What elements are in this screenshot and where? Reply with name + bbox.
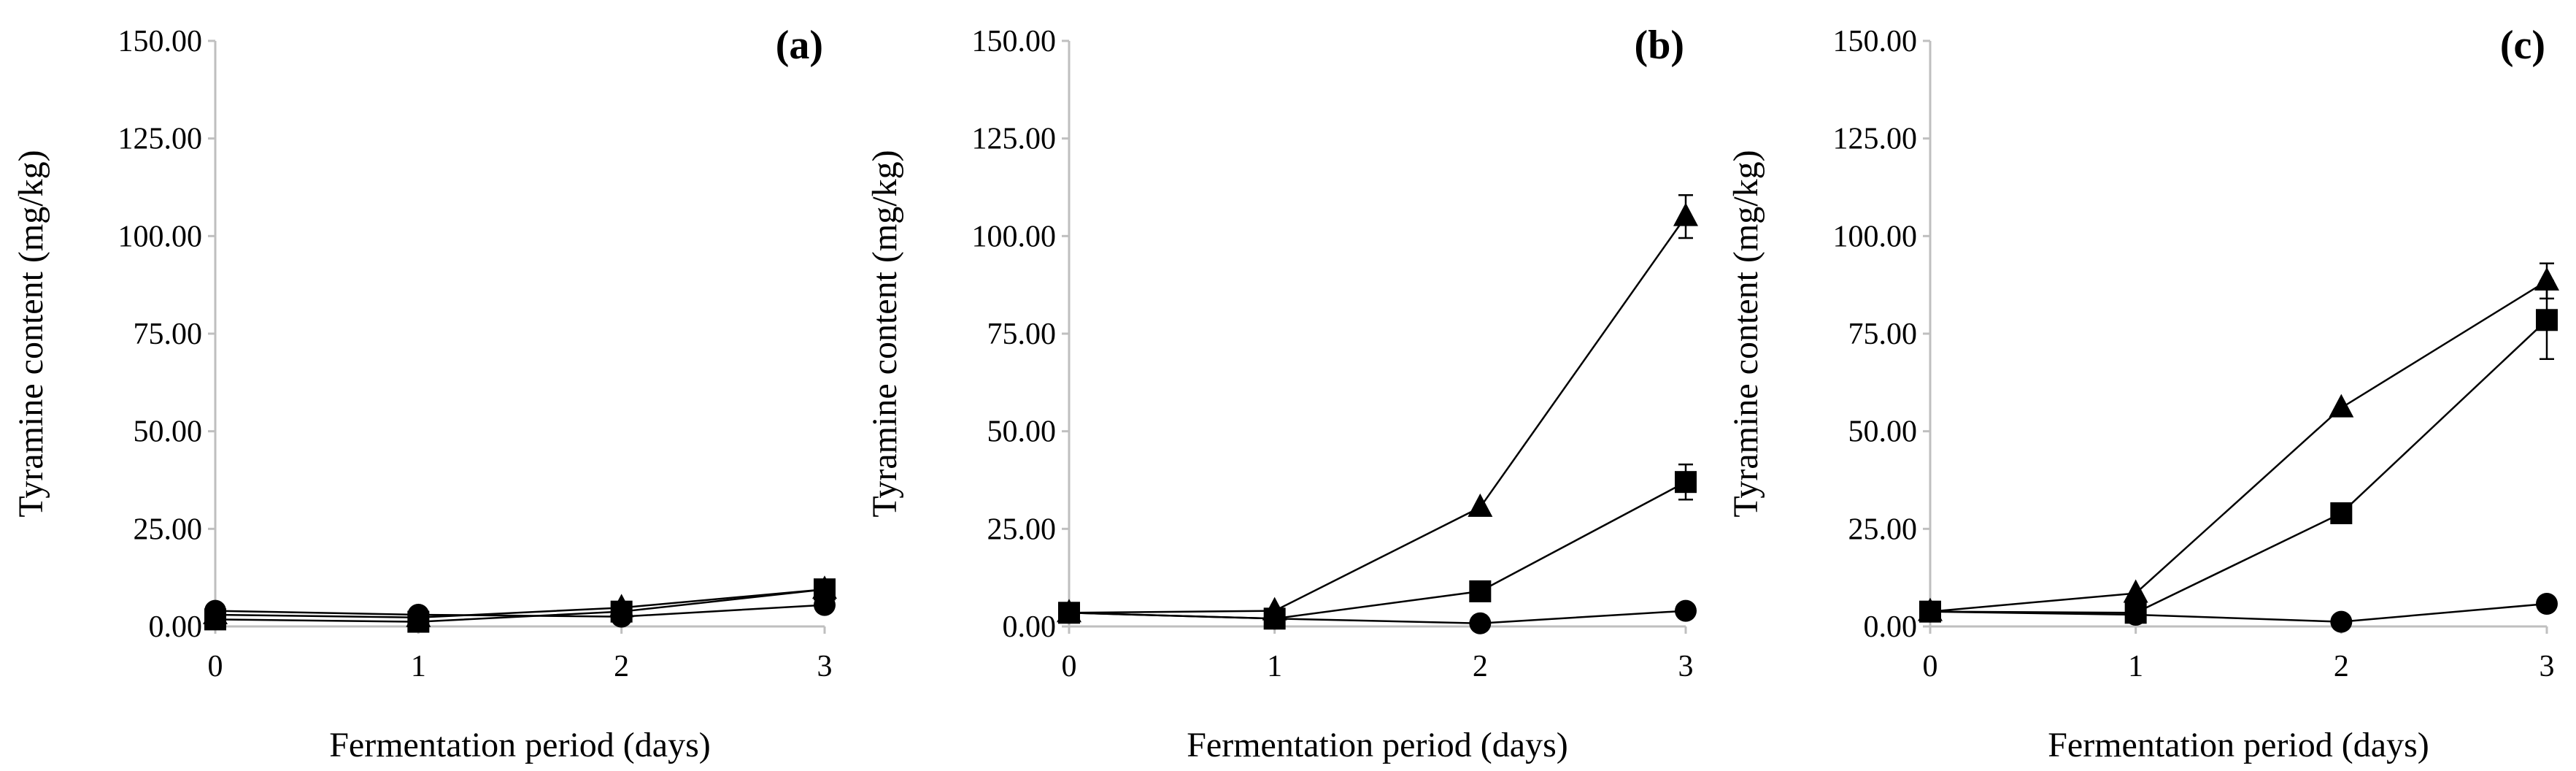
data-point-circle <box>1675 599 1697 622</box>
x-tick-label: 2 <box>2334 650 2349 683</box>
panel-label: (c) <box>2500 23 2545 68</box>
x-tick-label: 1 <box>1267 650 1282 683</box>
data-point-circle <box>2536 592 2558 615</box>
series-line-square <box>1068 481 1686 620</box>
series-line-triangle <box>1068 215 1687 614</box>
data-point-square <box>2536 309 2558 331</box>
x-tick-label: 1 <box>2128 650 2143 683</box>
y-axis-title: Tyramine content (mg/kg) <box>1727 150 1765 517</box>
data-point-square <box>2330 502 2353 524</box>
series-line-triangle <box>215 588 825 618</box>
series-line-triangle <box>1929 280 2548 613</box>
panel-label: (b) <box>1635 23 1684 68</box>
data-point-square <box>1469 580 1492 602</box>
data-point-triangle <box>1673 202 1698 226</box>
chart-panel-0: 0.00 25.00 50.00 75.00 100.00 125.00 150.00 0 1 2… <box>12 23 837 764</box>
data-point-triangle <box>2123 579 2148 603</box>
x-tick-label: 1 <box>411 650 426 683</box>
y-tick-label: 150.00 <box>118 25 203 58</box>
y-tick-label: 0.00 <box>1003 610 1057 644</box>
data-point-triangle <box>1262 597 1287 621</box>
x-tick-label: 3 <box>2540 650 2555 683</box>
x-tick-label: 2 <box>614 650 629 683</box>
x-tick-label: 0 <box>208 650 223 683</box>
y-tick-label: 150.00 <box>1833 25 1918 58</box>
series-line-square <box>1929 319 2548 614</box>
y-tick-label: 75.00 <box>134 318 203 351</box>
x-tick-label: 0 <box>1062 650 1077 683</box>
data-point-triangle <box>1057 599 1081 623</box>
y-tick-label: 150.00 <box>972 25 1057 58</box>
data-point-square <box>2124 602 2147 624</box>
y-tick-label: 100.00 <box>118 220 203 253</box>
y-tick-label: 100.00 <box>1833 220 1918 253</box>
y-axis-title: Tyramine content (mg/kg) <box>12 150 50 517</box>
y-tick-label: 50.00 <box>1848 415 1918 449</box>
y-tick-label: 125.00 <box>118 123 203 156</box>
series-line-circle <box>215 604 825 618</box>
y-axis-title: Tyramine content (mg/kg) <box>865 150 904 517</box>
data-point-triangle <box>1918 597 1943 621</box>
data-point-triangle <box>2329 394 2354 418</box>
y-tick-label: 75.00 <box>987 318 1057 351</box>
y-tick-label: 50.00 <box>987 415 1057 449</box>
data-point-circle <box>2330 610 2353 633</box>
series-line-circle <box>1929 602 2548 623</box>
y-tick-label: 25.00 <box>134 513 203 546</box>
data-point-triangle <box>812 575 837 599</box>
data-point-triangle <box>2534 266 2559 291</box>
y-tick-label: 125.00 <box>1833 123 1918 156</box>
x-axis-title: Fermentation period (days) <box>2048 726 2429 764</box>
y-tick-label: 100.00 <box>972 220 1057 253</box>
data-point-triangle <box>406 603 431 627</box>
series-line-square <box>215 588 825 623</box>
chart-panel-1: 0.00 25.00 50.00 75.00 100.00 125.00 150.00 0 1 2… <box>865 23 1698 764</box>
data-point-triangle <box>609 594 634 618</box>
y-tick-label: 50.00 <box>134 415 203 449</box>
data-point-square <box>1675 471 1697 494</box>
x-axis-title: Fermentation period (days) <box>1187 726 1568 764</box>
y-tick-label: 0.00 <box>149 610 203 644</box>
y-tick-label: 75.00 <box>1848 318 1918 351</box>
x-tick-label: 2 <box>1473 650 1488 683</box>
x-tick-label: 0 <box>1923 650 1938 683</box>
data-point-triangle <box>203 600 228 624</box>
x-axis-title: Fermentation period (days) <box>329 726 711 764</box>
y-tick-label: 125.00 <box>972 123 1057 156</box>
y-tick-label: 25.00 <box>1848 513 1918 546</box>
y-tick-label: 0.00 <box>1864 610 1918 644</box>
y-tick-label: 25.00 <box>987 513 1057 546</box>
data-point-circle <box>1469 612 1492 634</box>
data-point-triangle <box>1468 493 1493 517</box>
chart-panel-2: 0.00 25.00 50.00 75.00 100.00 125.00 150.00 0 1 2… <box>1727 23 2559 764</box>
panel-label: (a) <box>776 23 823 68</box>
x-tick-label: 3 <box>817 650 833 683</box>
x-tick-label: 3 <box>1678 650 1694 683</box>
